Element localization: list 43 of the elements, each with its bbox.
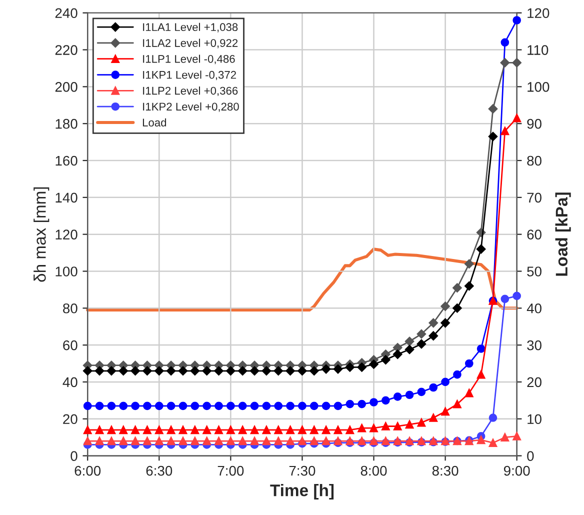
x-tick-label: 8:00 [360,466,387,476]
legend-label: I1LA2 Level +0,922 [143,38,238,48]
y2-tick-label: 20 [527,377,542,388]
y-tick-label: 180 [56,118,78,129]
y-tick-label: 140 [56,192,78,203]
y2-tick-label: 30 [527,340,542,350]
y2-tick-label: 90 [527,118,542,129]
y-tick-label: 100 [56,266,78,276]
legend-label: I1KP1 Level -0,372 [143,70,236,80]
y-tick-label: 200 [55,82,78,92]
y2-tick-label: 10 [528,414,542,424]
y-tick-label: 0 [70,451,78,461]
y2-tick-label: 40 [526,303,542,314]
legend-label: I1LA1 Level +1,038 [143,22,238,32]
y2-tick-label: 0 [527,451,534,461]
y-tick-label: 220 [55,45,78,55]
x-tick-label: 7:00 [218,466,244,476]
y2-tick-label: 110 [528,45,548,55]
legend-label: I1KP2 Level +0,280 [143,102,239,112]
x-tick-label: 7:30 [289,466,316,476]
x-tick-label: 8:30 [432,466,458,476]
legend-label: I1LP2 Level +0,366 [143,86,238,96]
legend-label: Load [142,118,166,127]
x-tick-label: 6:30 [146,466,172,476]
y2-axis-title: Load [kPa] [555,192,571,276]
legend-label: I1LP1 Level -0,486 [143,54,235,64]
y-axis-title: δh max [mm] [34,187,50,282]
y2-tick-label: 100 [528,82,550,92]
y2-tick-label: 50 [527,266,542,276]
x-tick-label: 6:00 [74,466,101,476]
y-tick-label: 20 [63,414,78,424]
y2-tick-label: 80 [527,156,542,166]
x-tick-label: 9:00 [504,466,530,476]
y2-tick-label: 120 [528,8,550,18]
y-tick-label: 40 [62,377,78,388]
y2-tick-label: 70 [527,192,542,203]
y-tick-label: 80 [63,303,78,314]
y-tick-label: 120 [56,230,78,240]
y-tick-label: 160 [56,156,78,166]
y2-tick-label: 60 [527,230,542,240]
y-tick-label: 240 [55,8,78,18]
y-tick-label: 60 [63,340,78,350]
x-axis-title: Time [h] [270,484,334,500]
